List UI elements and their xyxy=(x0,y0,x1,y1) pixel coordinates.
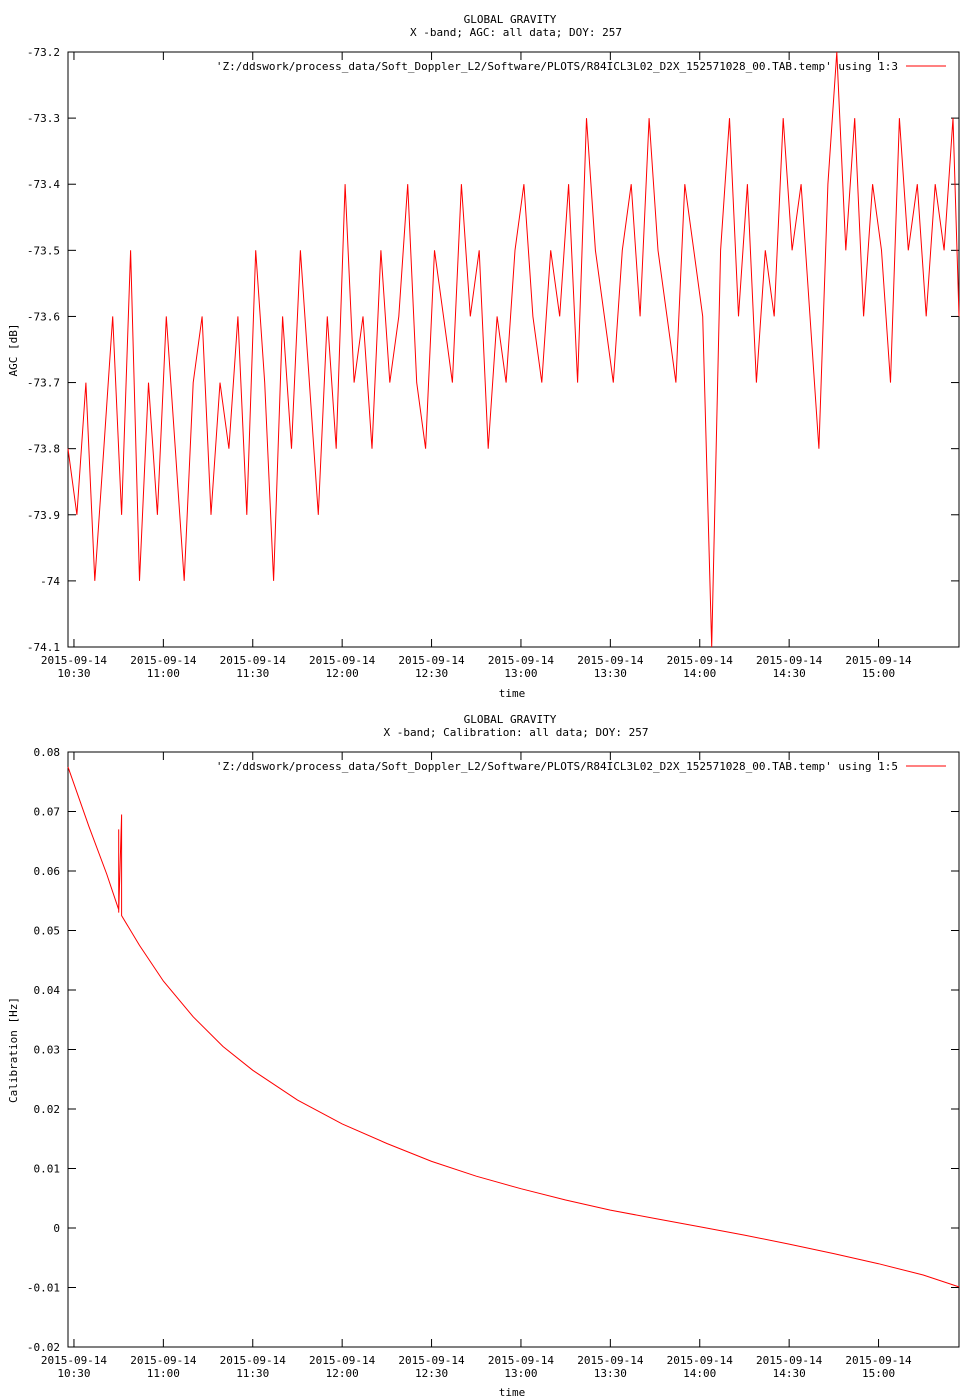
x-tick-label-date: 2015-09-14 xyxy=(130,1354,197,1367)
y-tick-label: -73.6 xyxy=(27,310,60,323)
y-tick-label: -74.1 xyxy=(27,641,60,654)
series-line xyxy=(67,766,960,1288)
x-tick-label-time: 12:30 xyxy=(415,667,448,680)
y-tick-label: -73.9 xyxy=(27,509,60,522)
y-tick-label: 0.07 xyxy=(34,806,61,819)
y-tick-label: 0.06 xyxy=(34,865,61,878)
x-tick-label-time: 12:00 xyxy=(326,1367,359,1380)
x-tick-label-date: 2015-09-14 xyxy=(667,1354,734,1367)
y-tick-label: 0.02 xyxy=(34,1103,61,1116)
x-tick-label-time: 11:00 xyxy=(147,667,180,680)
x-tick-label-date: 2015-09-14 xyxy=(130,654,197,667)
x-tick-label-date: 2015-09-14 xyxy=(220,654,287,667)
x-tick-label-date: 2015-09-14 xyxy=(41,1354,108,1367)
x-tick-label-time: 12:30 xyxy=(415,1367,448,1380)
x-tick-label-time: 11:30 xyxy=(236,1367,269,1380)
x-tick-label-date: 2015-09-14 xyxy=(220,1354,287,1367)
series-line xyxy=(67,51,960,648)
x-tick-label-time: 15:00 xyxy=(862,1367,895,1380)
x-tick-label-date: 2015-09-14 xyxy=(398,654,465,667)
x-axis-label: time xyxy=(499,1386,526,1399)
y-tick-label: -73.2 xyxy=(27,46,60,59)
chart-title: GLOBAL GRAVITY xyxy=(464,13,557,26)
legend: 'Z:/ddswork/process_data/Soft_Doppler_L2… xyxy=(216,760,946,773)
y-tick-label: 0.04 xyxy=(34,984,61,997)
series-lines xyxy=(67,766,960,1288)
x-tick-label-time: 11:30 xyxy=(236,667,269,680)
y-tick-label: -73.7 xyxy=(27,377,60,390)
x-tick-label-time: 14:30 xyxy=(773,667,806,680)
calibration-chart: GLOBAL GRAVITY X -band; Calibration: all… xyxy=(7,713,960,1399)
x-tick-label-date: 2015-09-14 xyxy=(309,654,376,667)
y-tick-label: -73.8 xyxy=(27,443,60,456)
x-tick-label-date: 2015-09-14 xyxy=(488,654,555,667)
x-tick-label-date: 2015-09-14 xyxy=(309,1354,376,1367)
series-lines xyxy=(67,51,960,648)
y-tick-label: -0.01 xyxy=(27,1282,60,1295)
legend-label: 'Z:/ddswork/process_data/Soft_Doppler_L2… xyxy=(216,60,898,73)
legend: 'Z:/ddswork/process_data/Soft_Doppler_L2… xyxy=(216,60,946,73)
chart-subtitle: X -band; Calibration: all data; DOY: 257 xyxy=(384,726,649,739)
x-tick-label-date: 2015-09-14 xyxy=(577,654,644,667)
plot-frame xyxy=(67,51,960,648)
y-tick-label: -73.4 xyxy=(27,178,60,191)
y-tick-label: 0.08 xyxy=(34,746,61,759)
x-tick-label-date: 2015-09-14 xyxy=(845,1354,912,1367)
x-tick-label-date: 2015-09-14 xyxy=(667,654,734,667)
x-tick-label-time: 10:30 xyxy=(57,667,90,680)
x-tick-label-time: 14:00 xyxy=(683,667,716,680)
y-axis-label: Calibration [Hz] xyxy=(7,997,20,1103)
y-tick-label: 0 xyxy=(53,1222,60,1235)
legend-label: 'Z:/ddswork/process_data/Soft_Doppler_L2… xyxy=(216,760,898,773)
x-tick-label-time: 11:00 xyxy=(147,1367,180,1380)
x-tick-label-time: 12:00 xyxy=(326,667,359,680)
y-tick-label: -0.02 xyxy=(27,1341,60,1354)
axis-ticks: 0.08 0.07 0.06 0.05 0.04 0.03 0.02 0.01 0 -0.01 -0… xyxy=(27,746,959,1380)
axis-ticks: -73.2 -73.3 -73.4 -73.5 -73.6 -73.7 -73.8 -73.9… xyxy=(27,46,959,680)
x-tick-label-date: 2015-09-14 xyxy=(398,1354,465,1367)
x-tick-label-time: 10:30 xyxy=(57,1367,90,1380)
x-tick-label-date: 2015-09-14 xyxy=(756,654,823,667)
x-axis-label: time xyxy=(499,687,526,700)
y-tick-label: 0.03 xyxy=(34,1044,61,1057)
x-tick-label-time: 13:30 xyxy=(594,1367,627,1380)
y-tick-label: -74 xyxy=(40,575,60,588)
x-tick-label-date: 2015-09-14 xyxy=(41,654,108,667)
x-tick-label-time: 13:00 xyxy=(504,667,537,680)
x-tick-label-date: 2015-09-14 xyxy=(577,1354,644,1367)
x-tick-label-time: 13:00 xyxy=(504,1367,537,1380)
y-tick-label: -73.3 xyxy=(27,112,60,125)
x-tick-label-time: 14:00 xyxy=(683,1367,716,1380)
agc-chart: GLOBAL GRAVITY X -band; AGC: all data; D… xyxy=(7,13,960,700)
x-tick-label-time: 14:30 xyxy=(773,1367,806,1380)
x-tick-label-time: 15:00 xyxy=(862,667,895,680)
x-tick-label-date: 2015-09-14 xyxy=(845,654,912,667)
chart-title: GLOBAL GRAVITY xyxy=(464,713,557,726)
y-tick-label: -73.5 xyxy=(27,244,60,257)
chart-subtitle: X -band; AGC: all data; DOY: 257 xyxy=(410,26,622,39)
y-tick-label: 0.05 xyxy=(34,925,61,938)
y-tick-label: 0.01 xyxy=(34,1163,61,1176)
x-tick-label-time: 13:30 xyxy=(594,667,627,680)
y-axis-label: AGC [dB] xyxy=(7,324,20,377)
x-tick-label-date: 2015-09-14 xyxy=(488,1354,555,1367)
x-tick-label-date: 2015-09-14 xyxy=(756,1354,823,1367)
